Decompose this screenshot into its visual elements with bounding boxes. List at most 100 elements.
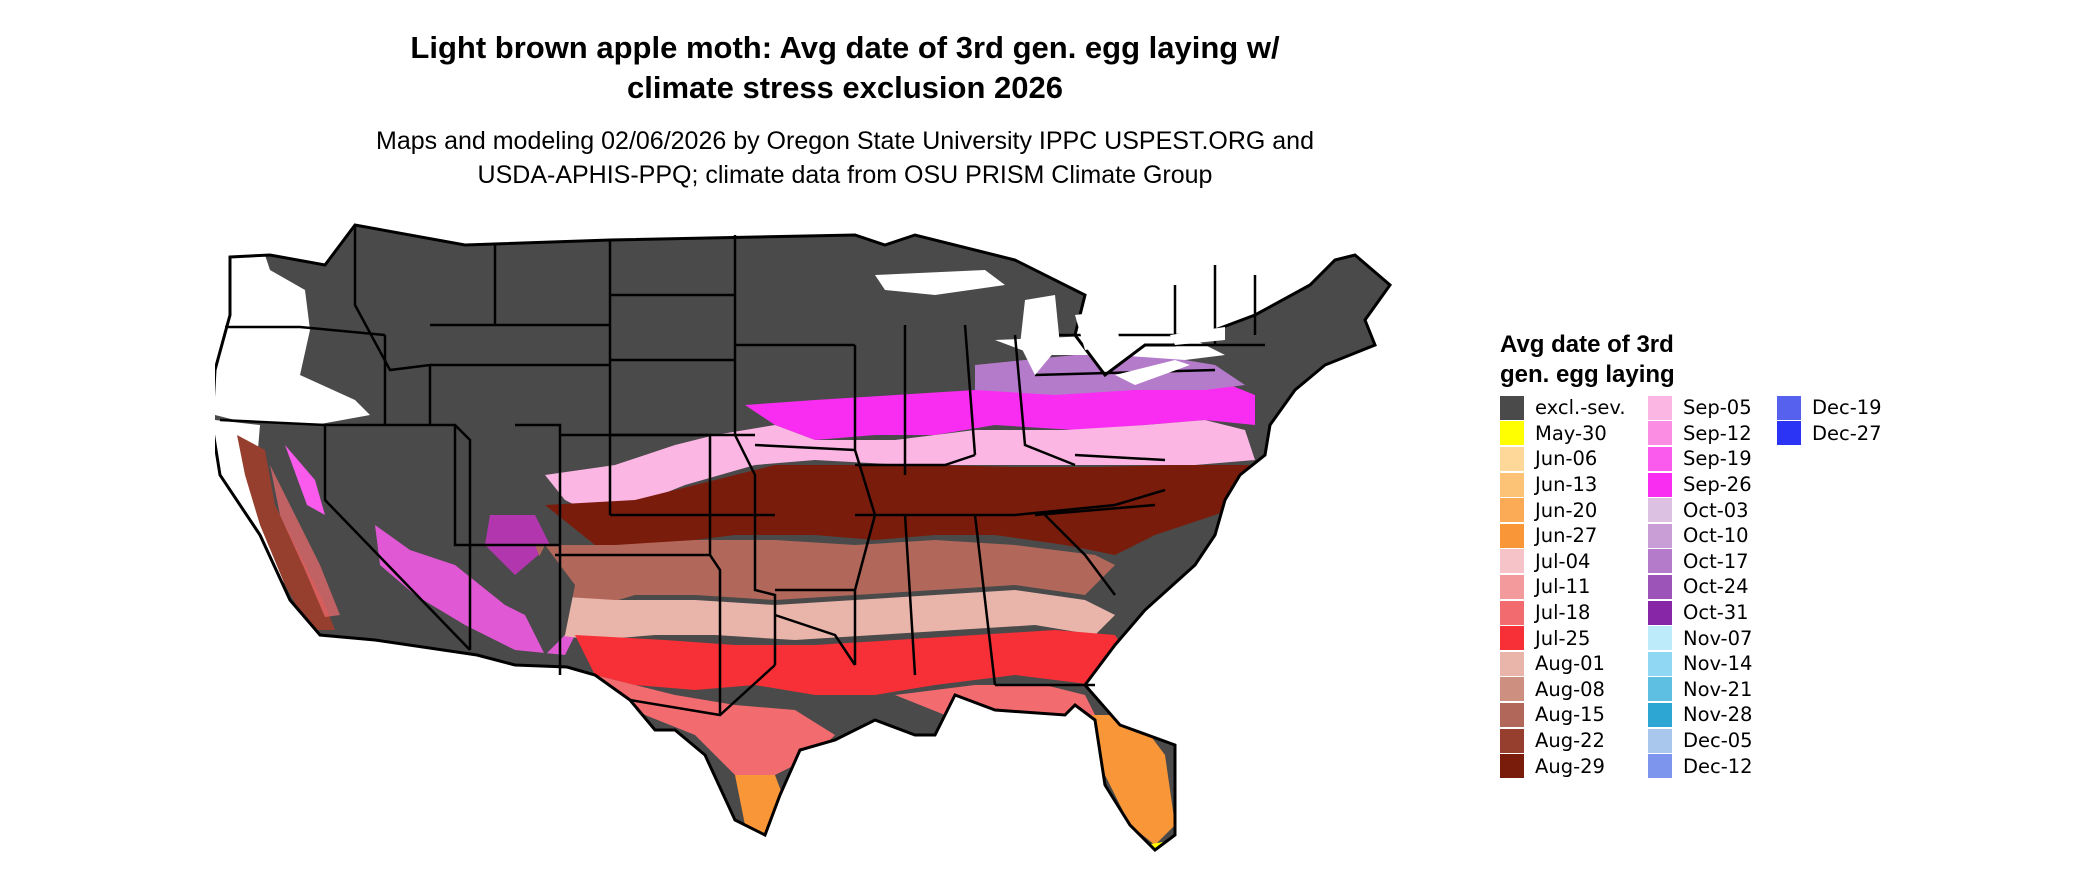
legend-swatch: [1500, 523, 1524, 548]
border-tn-ky: [855, 488, 1166, 517]
legend-label: Aug-29: [1535, 754, 1605, 778]
legend-swatch: [1500, 600, 1524, 625]
state-borders: [219, 225, 1265, 717]
legend-label: Jul-18: [1535, 601, 1591, 625]
region-pacific-northwest-unmodeled: [215, 255, 370, 425]
legend-label: Oct-03: [1683, 498, 1749, 522]
border-tx-coast: [629, 664, 776, 717]
legend-item: Sep-19: [1648, 446, 1753, 472]
legend-title-line-2: gen. egg laying: [1500, 361, 1675, 388]
border-nc-va: [1034, 503, 1156, 517]
legend-item: Sep-26: [1648, 472, 1753, 498]
legend-label: Jul-11: [1535, 575, 1591, 599]
legend-item: Nov-14: [1648, 651, 1753, 677]
legend-item: Jun-13: [1500, 472, 1626, 498]
legend-swatch: [1648, 574, 1672, 599]
legend-item: Aug-15: [1500, 702, 1626, 728]
lake-superior: [875, 270, 1005, 295]
lake-michigan: [1020, 295, 1060, 375]
legend-label: Dec-19: [1812, 396, 1882, 420]
legend-swatch: [1500, 446, 1524, 471]
region-gulf-coast-texas: [595, 675, 835, 775]
legend-label: Oct-24: [1683, 575, 1749, 599]
legend-item: Oct-10: [1648, 523, 1753, 549]
legend-item: Jul-25: [1500, 625, 1626, 651]
legend-label: Oct-31: [1683, 601, 1749, 625]
legend-swatch: [1500, 651, 1524, 676]
legend-label: Aug-15: [1535, 703, 1605, 727]
border-mo-ar: [754, 443, 856, 452]
legend-item: Dec-19: [1777, 395, 1882, 421]
legend-swatch: [1648, 395, 1672, 420]
border-il-ky: [855, 453, 976, 467]
border-ok-ar-la: [753, 515, 777, 665]
legend-item: Dec-05: [1648, 728, 1753, 754]
legend-label: excl.-sev.: [1535, 396, 1626, 420]
border-la-ms: [774, 613, 857, 666]
legend-item: Jul-04: [1500, 549, 1626, 575]
region-sep-26-belt: [745, 375, 1255, 440]
legend-item: Aug-29: [1500, 753, 1626, 779]
region-sierra-band: [285, 445, 325, 515]
border-ca-nv: [323, 425, 471, 651]
legend-label: Jun-27: [1535, 524, 1598, 548]
border-wa-or: [225, 325, 386, 337]
legend-label: Aug-22: [1535, 729, 1605, 753]
legend-swatch: [1648, 626, 1672, 651]
legend-label: Sep-26: [1683, 473, 1752, 497]
legend-swatch: [1648, 523, 1672, 548]
legend-column-1: excl.-sev. May-30 Jun-06 Jun-13 Jun-20 Jun-27…: [1500, 395, 1626, 779]
legend-item: Oct-24: [1648, 574, 1753, 600]
legend-swatch: [1500, 626, 1524, 651]
legend-item: Aug-22: [1500, 728, 1626, 754]
legend-item: excl.-sev.: [1500, 395, 1626, 421]
legend-swatch: [1648, 728, 1672, 753]
region-florida-peninsula: [1085, 715, 1175, 845]
legend-label: Dec-12: [1683, 754, 1753, 778]
legend-swatch: [1500, 702, 1524, 727]
map-subtitle-line-2: USDA-APHIS-PPQ; climate data from OSU PR…: [477, 161, 1213, 189]
legend-item: Sep-05: [1648, 395, 1753, 421]
legend-swatch: [1648, 677, 1672, 702]
region-california-foothills: [270, 465, 340, 617]
region-desert-margin: [375, 525, 575, 655]
legend-swatch: [1500, 395, 1524, 420]
region-aug-29-belt: [545, 465, 1265, 555]
legend-swatch: [1500, 754, 1524, 779]
legend-title: Avg date of 3rd gen. egg laying: [1500, 330, 1675, 390]
map-subtitle-line-1: Maps and modeling 02/06/2026 by Oregon S…: [376, 127, 1314, 155]
legend-swatch: [1648, 498, 1672, 523]
map-fill-layers: [215, 225, 1390, 850]
legend-item: Oct-17: [1648, 549, 1753, 575]
legend-label: Nov-28: [1683, 703, 1753, 727]
border-ga-sc: [1044, 514, 1116, 596]
map-title: Light brown apple moth: Avg date of 3rd …: [0, 28, 1690, 108]
legend-swatch: [1648, 446, 1672, 471]
legend-label: Nov-14: [1683, 652, 1753, 676]
legend-swatch: [1648, 600, 1672, 625]
lake-ontario: [1170, 327, 1225, 345]
legend-label: May-30: [1535, 421, 1607, 445]
legend-swatch: [1777, 395, 1801, 420]
legend-swatch: [1648, 549, 1672, 574]
border-oh-wv: [1013, 334, 1076, 467]
legend-swatch: [1500, 549, 1524, 574]
legend-item: Sep-12: [1648, 421, 1753, 447]
border-mn-ia-mo: [733, 235, 757, 515]
legend-label: Nov-07: [1683, 626, 1753, 650]
region-gulf-coast-east: [895, 685, 1095, 720]
border-in-oh: [963, 324, 977, 456]
legend-label: Oct-17: [1683, 549, 1749, 573]
legend-label: Sep-05: [1683, 396, 1752, 420]
legend-column-3: Dec-19 Dec-27: [1777, 395, 1882, 446]
border-ut-az: [453, 425, 562, 675]
border-ms-al: [903, 514, 917, 676]
legend-label: Sep-19: [1683, 447, 1752, 471]
legend-swatch: [1500, 677, 1524, 702]
legend-label: Jun-20: [1535, 498, 1598, 522]
border-id-mt: [353, 225, 432, 425]
legend-label: Aug-01: [1535, 652, 1605, 676]
legend-swatch: [1500, 574, 1524, 599]
border-va-md: [1074, 453, 1166, 462]
legend-swatch: [1500, 472, 1524, 497]
